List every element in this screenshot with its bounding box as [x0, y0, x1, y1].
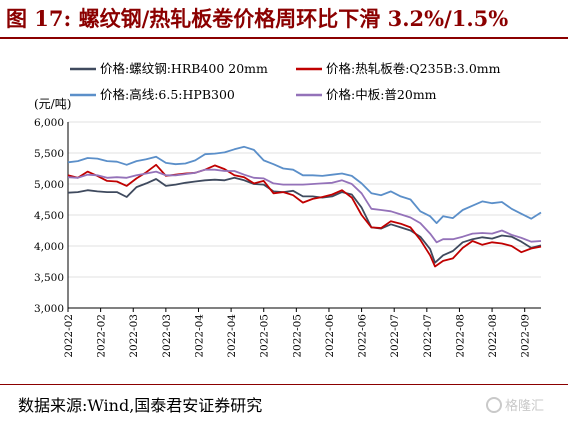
- price-line-chart: 价格:螺纹钢:HRB400 20mm 价格:热轧板卷:Q235B:3.0mm 价…: [34, 61, 542, 358]
- x-tick-label: 2022-05: [291, 314, 303, 358]
- source-divider: [0, 384, 568, 385]
- x-tick-label: 2022-08: [487, 314, 499, 358]
- legend-label-wire-rod: 价格:高线:6.5:HPB300: [100, 87, 235, 102]
- x-tick-label: 2022-04: [193, 314, 205, 358]
- legend-label-plate: 价格:中板:普20mm: [326, 87, 437, 102]
- x-tick-label: 2022-08: [454, 314, 466, 358]
- y-tick-label: 3,500: [34, 272, 64, 284]
- x-tick-label: 2022-03: [128, 314, 140, 358]
- x-tick-label: 2022-06: [324, 314, 336, 358]
- y-axis-unit-label: (元/吨): [34, 97, 71, 111]
- y-tick-label: 3,000: [34, 303, 64, 315]
- legend-item-rebar: 价格:螺纹钢:HRB400 20mm: [70, 61, 268, 76]
- x-tick-label: 2022-05: [259, 314, 271, 358]
- x-tick-label: 2022-03: [161, 314, 173, 358]
- legend-item-hrc: 价格:热轧板卷:Q235B:3.0mm: [296, 61, 501, 76]
- x-tick-label: 2022-02: [63, 314, 75, 358]
- watermark-icon: [486, 397, 502, 413]
- y-tick-label: 4,500: [34, 210, 64, 222]
- series-line-wire-rod: [67, 145, 542, 225]
- x-tick-label: 2022-06: [357, 314, 369, 358]
- legend-item-plate: 价格:中板:普20mm: [296, 87, 437, 102]
- y-axis-ticks: 3,000 3,500 4,000 4,500 5,000 5,500 6,000: [34, 117, 64, 315]
- x-tick-label: 2022-04: [226, 314, 238, 358]
- series-lines: [67, 145, 542, 268]
- y-tick-label: 5,500: [34, 148, 64, 160]
- page-title: 图 17: 螺纹钢/热轧板卷价格周环比下滑 3.2%/1.5%: [6, 6, 509, 31]
- x-axis: 2022-02 2022-02 2022-03 2022-03 2022-04 2022-…: [63, 122, 541, 358]
- y-tick-label: 4,000: [34, 241, 64, 253]
- y-tick-label: 6,000: [34, 117, 64, 129]
- x-tick-label: 2022-09: [520, 314, 532, 358]
- legend-label-hrc: 价格:热轧板卷:Q235B:3.0mm: [326, 61, 501, 76]
- grid-lines: [68, 121, 541, 278]
- x-tick-label: 2022-07: [389, 314, 401, 358]
- title-divider: [0, 37, 568, 39]
- series-line-rebar: [67, 176, 542, 264]
- x-tick-label: 2022-02: [96, 314, 108, 358]
- series-line-hrc: [67, 163, 542, 268]
- x-tick-label: 2022-07: [422, 314, 434, 358]
- watermark-logo: 格隆汇: [486, 397, 544, 414]
- y-tick-label: 5,000: [34, 179, 64, 191]
- legend-item-wire-rod: 价格:高线:6.5:HPB300: [70, 87, 235, 102]
- legend: 价格:螺纹钢:HRB400 20mm 价格:热轧板卷:Q235B:3.0mm 价…: [70, 61, 501, 102]
- watermark-text: 格隆汇: [505, 398, 544, 414]
- source-note: 数据来源:Wind,国泰君安证券研究: [18, 396, 263, 415]
- series-line-plate: [67, 168, 542, 244]
- legend-label-rebar: 价格:螺纹钢:HRB400 20mm: [100, 61, 268, 76]
